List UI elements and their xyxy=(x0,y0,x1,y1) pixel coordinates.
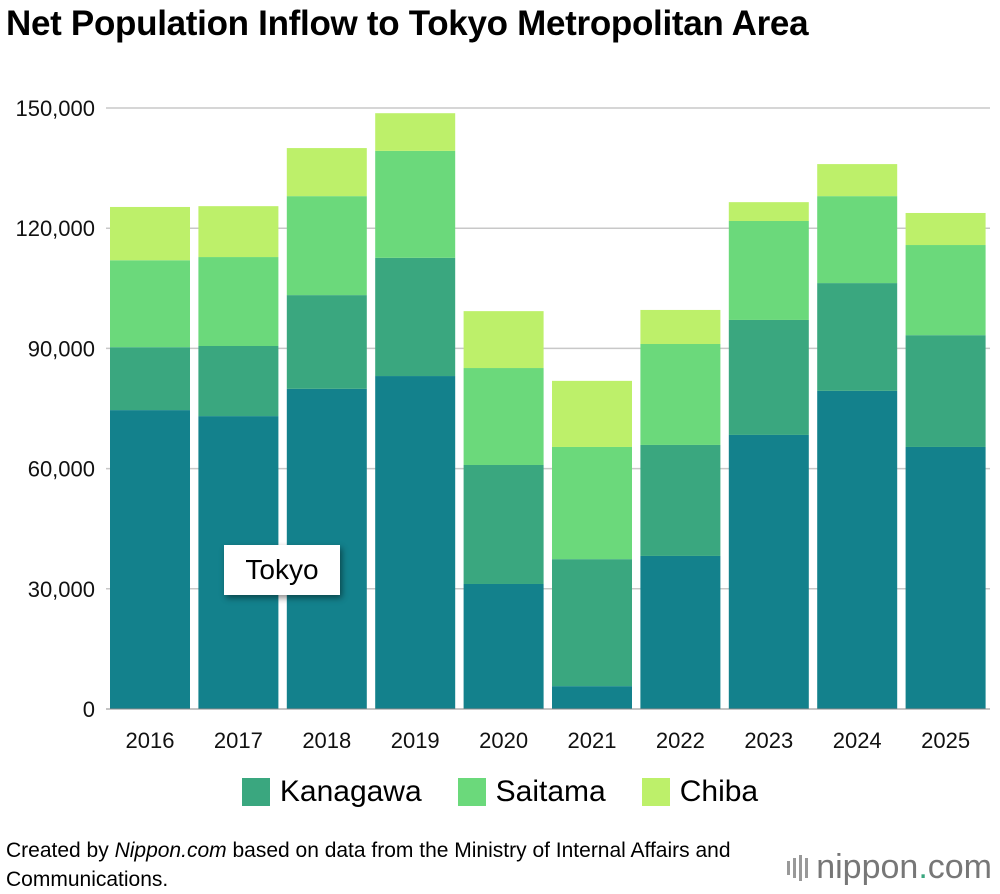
legend-swatch xyxy=(241,778,270,806)
legend-swatch xyxy=(457,778,486,806)
legend-swatch xyxy=(641,778,670,806)
y-tick-label: 30,000 xyxy=(28,577,95,602)
bar-segment-saitama xyxy=(463,368,544,465)
bar-segment-chiba xyxy=(286,148,367,197)
bar-segment-saitama xyxy=(552,446,632,560)
bar-segment-saitama xyxy=(375,150,456,258)
chart-title: Net Population Inflow to Tokyo Metropoli… xyxy=(6,4,809,43)
x-tick-label: 2023 xyxy=(744,728,793,753)
logo-text: nippon xyxy=(816,848,919,886)
source-suffix: based on data from the Ministry of Inter… xyxy=(6,839,731,891)
x-tick-label: 2021 xyxy=(568,728,617,753)
legend-label: Kanagawa xyxy=(279,775,422,808)
bar-segment-saitama xyxy=(110,260,190,348)
bar-segment-saitama xyxy=(286,196,367,296)
bar-segment-kanagawa xyxy=(198,345,279,417)
bar-segment-chiba xyxy=(728,202,809,221)
bar-segment-kanagawa xyxy=(463,464,544,584)
bar-segment-chiba xyxy=(110,206,190,261)
logo-dot: . xyxy=(918,848,928,886)
tokyo-annotation: Tokyo xyxy=(224,545,340,595)
y-tick-label: 0 xyxy=(83,697,95,722)
bar-segment-chiba xyxy=(198,206,279,258)
source-site: Nippon.com xyxy=(114,839,227,862)
legend: Kanagawa Saitama Chiba xyxy=(0,775,1000,809)
bar-segment-kanagawa xyxy=(905,335,986,447)
bar-segment-chiba xyxy=(375,113,456,151)
x-tick-label: 2017 xyxy=(214,728,263,753)
bar-segment-chiba xyxy=(463,311,544,369)
nippon-logo: nippon.com xyxy=(787,848,992,887)
legend-label: Chiba xyxy=(679,775,759,808)
bar-segment-kanagawa xyxy=(286,295,367,389)
bar-segment-tokyo xyxy=(728,434,809,709)
source-note: Created by Nippon.com based on data from… xyxy=(6,836,766,894)
bar-segment-tokyo xyxy=(110,410,190,709)
bar-segment-saitama xyxy=(640,343,721,445)
bar-segment-saitama xyxy=(905,245,986,336)
x-tick-label: 2022 xyxy=(656,728,705,753)
logo-tld: com xyxy=(927,848,992,886)
bar-segment-saitama xyxy=(728,220,809,320)
bar-segment-chiba xyxy=(905,212,986,246)
bar-segment-tokyo xyxy=(905,446,986,709)
bar-segment-saitama xyxy=(817,196,898,284)
bar-segment-tokyo xyxy=(640,555,721,709)
legend-item-kanagawa: Kanagawa xyxy=(241,775,422,809)
legend-item-chiba: Chiba xyxy=(641,775,759,809)
legend-label: Saitama xyxy=(495,775,606,808)
bar-segment-tokyo xyxy=(463,583,544,709)
bar-segment-chiba xyxy=(640,309,721,344)
bar-segment-chiba xyxy=(817,164,898,197)
bar-segment-tokyo xyxy=(817,390,898,709)
stacked-bar-chart: 0 30,000 60,000 90,000 120,000 150,000 2016 201… xyxy=(15,96,990,753)
bar-segment-tokyo xyxy=(375,376,456,709)
y-tick-label: 150,000 xyxy=(15,96,95,121)
bar-segment-chiba xyxy=(552,380,632,447)
legend-item-saitama: Saitama xyxy=(457,775,606,809)
bar-segment-tokyo xyxy=(552,686,632,709)
x-tick-label: 2018 xyxy=(302,728,351,753)
bar-segment-kanagawa xyxy=(817,283,898,391)
x-tick-label: 2020 xyxy=(479,728,528,753)
source-prefix: Created by xyxy=(6,839,115,862)
bar-segment-kanagawa xyxy=(552,559,632,687)
bar-segment-saitama xyxy=(198,257,279,346)
y-tick-label: 60,000 xyxy=(28,457,95,482)
x-tick-label: 2016 xyxy=(126,728,175,753)
bar-segment-kanagawa xyxy=(375,257,456,377)
bar-segment-kanagawa xyxy=(110,347,190,411)
x-tick-label: 2019 xyxy=(391,728,440,753)
bar-segment-kanagawa xyxy=(640,444,721,556)
x-tick-label: 2024 xyxy=(833,728,882,753)
bar-segment-kanagawa xyxy=(728,319,809,435)
logo-bars-icon xyxy=(787,854,809,881)
y-tick-label: 90,000 xyxy=(28,336,95,361)
x-tick-label: 2025 xyxy=(921,728,970,753)
y-tick-label: 120,000 xyxy=(15,216,95,241)
